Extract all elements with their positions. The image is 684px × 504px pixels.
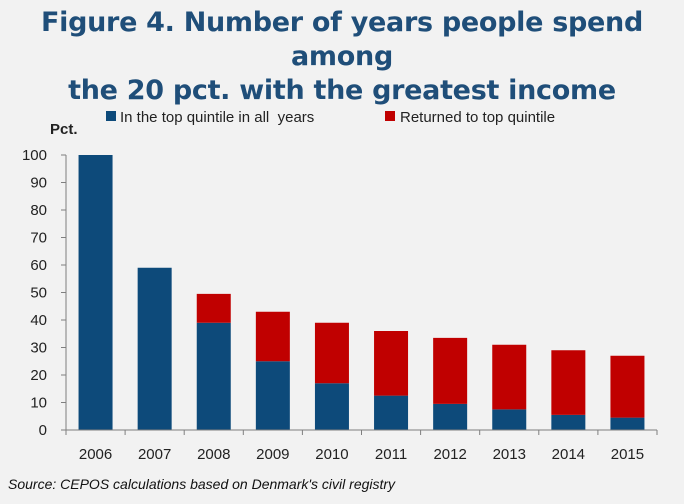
y-tick-label: 60: [30, 257, 47, 274]
x-tick-label: 2012: [433, 446, 466, 463]
bar-top-all-years-2009: [255, 361, 290, 430]
x-tick-label: 2010: [315, 446, 348, 463]
y-tick-label: 10: [30, 395, 47, 412]
x-tick-label: 2009: [256, 446, 289, 463]
bar-top-all-years-2012: [433, 403, 468, 430]
bar-returned-2010: [314, 322, 349, 384]
x-tick-label: 2013: [493, 446, 526, 463]
legend-label-1: In the top quintile in all years: [120, 109, 314, 126]
x-tick-label: 2008: [197, 446, 230, 463]
source-note: Source: CEPOS calculations based on Denm…: [8, 476, 396, 492]
y-tick-label: 80: [30, 202, 47, 219]
bar-top-all-years-2010: [314, 383, 349, 430]
chart-title-line-1: Figure 4. Number of years people spend a…: [41, 7, 643, 72]
bar-returned-2009: [255, 311, 290, 362]
bar-top-all-years-2014: [551, 414, 586, 430]
bars: [78, 155, 645, 430]
x-tick-label: 2011: [375, 446, 407, 463]
y-tick-label: 40: [30, 312, 47, 329]
bar-top-all-years-2015: [610, 417, 645, 430]
legend-swatch-1: [106, 111, 116, 121]
x-tick-label: 2006: [79, 446, 112, 463]
bar-top-all-years-2007: [137, 267, 172, 430]
chart-title-line-2: the 20 pct. with the greatest income: [68, 75, 616, 106]
y-tick-label: 20: [30, 367, 47, 384]
legend: In the top quintile in all years Returned…: [106, 109, 555, 126]
legend-label-2: Returned to top quintile: [400, 109, 555, 126]
y-tick-label: 30: [30, 340, 47, 357]
y-tick-label: 90: [30, 175, 47, 192]
bar-top-all-years-2008: [196, 322, 231, 430]
y-tick-label: 70: [30, 230, 47, 247]
bar-returned-2015: [610, 355, 645, 418]
y-tick-label: 0: [39, 422, 47, 439]
y-axis: 0 10 20 30 40 50 60 70 80 90 100: [22, 147, 67, 439]
legend-swatch-2: [385, 111, 395, 121]
y-axis-label: Pct.: [50, 121, 78, 138]
chart-title: Figure 4. Number of years people spend a…: [0, 6, 684, 108]
bar-returned-2014: [551, 350, 586, 415]
bar-returned-2008: [196, 293, 231, 323]
x-tick-label: 2015: [611, 446, 644, 463]
bar-top-all-years-2011: [374, 395, 409, 430]
bar-returned-2012: [433, 337, 468, 404]
y-tick-label: 50: [30, 285, 47, 302]
bar-top-all-years-2013: [492, 409, 527, 430]
bar-top-all-years-2006: [78, 155, 113, 430]
x-axis: 2006 2007 2008 2009 2010 2011 2012 2013 2014 2015: [65, 429, 658, 463]
x-tick-label: 2014: [552, 446, 585, 463]
bar-returned-2013: [492, 344, 527, 410]
x-tick-label: 2007: [138, 446, 171, 463]
bar-returned-2011: [374, 331, 409, 396]
y-tick-label: 100: [22, 147, 47, 164]
